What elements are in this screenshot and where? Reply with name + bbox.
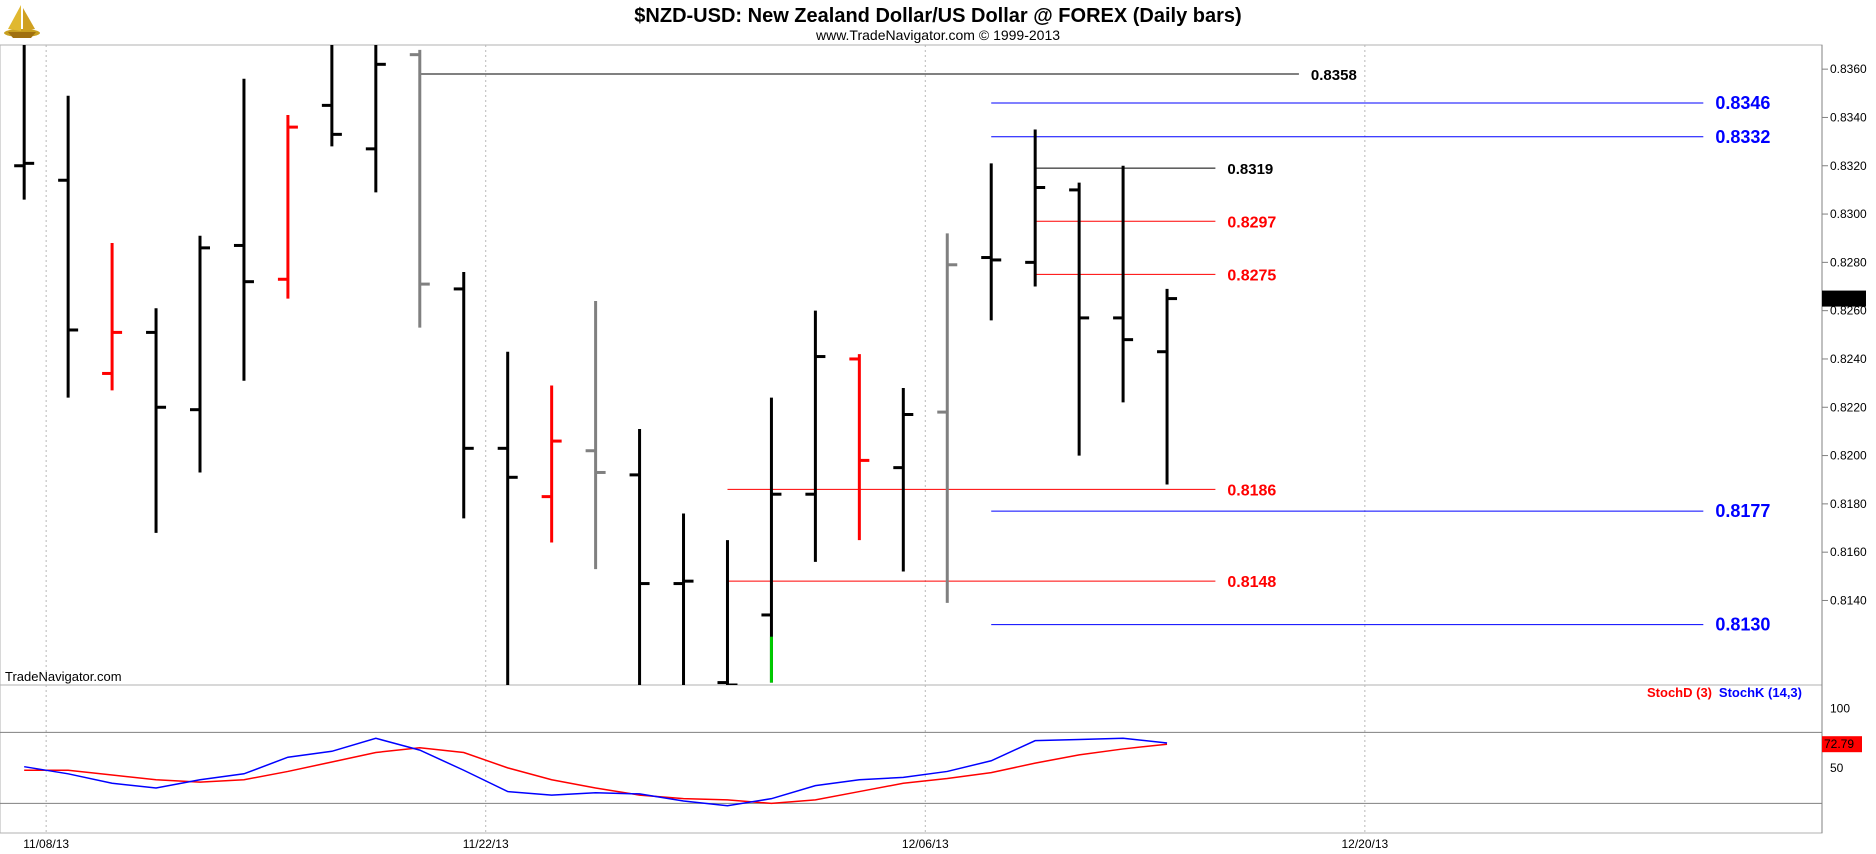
stoch-last-box	[1822, 736, 1862, 753]
y-tick-label: 0.8240	[1830, 352, 1867, 366]
level-label: 0.8297	[1227, 214, 1276, 231]
y-tick-label: 0.8200	[1830, 449, 1867, 463]
price-axis: 0.83600.83400.83200.83000.82800.82600.82…	[1822, 62, 1867, 775]
ohlc-bar	[1069, 182, 1090, 456]
ohlc-bar	[1113, 165, 1134, 403]
chart-title: $NZD-USD: New Zealand Dollar/US Dollar @…	[634, 5, 1241, 27]
y-tick-label: 0.8360	[1830, 62, 1867, 76]
y-tick-label: 0.8320	[1830, 159, 1867, 173]
ohlc-bar	[937, 233, 958, 603]
ohlc-bar	[1025, 129, 1046, 287]
ohlc-bar	[629, 429, 650, 685]
level-label: 0.8148	[1227, 574, 1276, 591]
chart-subtitle: www.TradeNavigator.com © 1999-2013	[815, 27, 1060, 43]
legend-stochd: StochD (3)	[1647, 685, 1712, 700]
ohlc-bar	[541, 385, 562, 543]
ohlc-bar	[761, 397, 782, 683]
y-tick-label: 0.8160	[1830, 545, 1867, 559]
ohlc-bar	[277, 115, 298, 299]
logo	[4, 5, 40, 38]
y-tick-label: 0.8260	[1830, 304, 1867, 318]
ohlc-bar	[453, 272, 474, 519]
stoch-last-label: 72.79	[1824, 737, 1854, 751]
ohlc-bar	[14, 45, 35, 200]
x-tick-label: 12/06/13	[902, 837, 949, 851]
ohlc-bar	[673, 513, 694, 685]
legend-stochk: StochK (14,3)	[1719, 685, 1802, 700]
x-tick-label: 12/20/13	[1341, 837, 1388, 851]
price-panel	[0, 44, 1823, 686]
ohlc-bars	[14, 45, 1178, 685]
ohlc-bar	[409, 49, 430, 328]
date-axis: 11/08/13 11/22/13 12/06/13 12/20/13	[23, 837, 1388, 851]
y-tick-label: 0.8220	[1830, 400, 1867, 414]
level-label: 0.8186	[1227, 482, 1276, 499]
last-price-box	[1822, 290, 1866, 307]
ohlc-bar	[190, 235, 211, 473]
ohlc-bar	[1157, 288, 1178, 485]
ohlc-bar	[893, 387, 914, 572]
ohlc-bar	[365, 45, 386, 193]
y-tick-label: 0.8340	[1830, 110, 1867, 124]
ohlc-bar	[233, 78, 254, 381]
ohlc-bar	[497, 351, 518, 685]
vertical-grid	[45, 45, 1366, 833]
ohlc-bar	[102, 243, 123, 391]
ohlc-bar	[717, 540, 738, 685]
level-label: 0.8319	[1227, 161, 1273, 178]
x-tick-label: 11/08/13	[23, 837, 69, 851]
ohlc-bar	[321, 45, 342, 147]
level-label: 0.8130	[1715, 615, 1770, 635]
level-label: 0.8346	[1715, 93, 1770, 113]
y-tick-label: 0.8300	[1830, 207, 1867, 221]
y-tick-label: 0.8180	[1830, 497, 1867, 511]
stoch-series-line	[24, 743, 1168, 805]
ohlc-bar	[58, 95, 79, 398]
last-price-label: 0.8265	[1824, 292, 1861, 306]
level-label: 0.8332	[1715, 127, 1770, 147]
ohlc-bar	[849, 354, 870, 541]
ohlc-bar	[146, 308, 167, 533]
last-price-marker: 0.8265	[1822, 290, 1866, 307]
ohlc-bar	[585, 301, 606, 570]
stoch-tick-label: 100	[1830, 702, 1850, 716]
y-tick-label: 0.8280	[1830, 255, 1867, 269]
stochastic-indicator: 72.79	[0, 731, 1862, 807]
level-label: 0.8358	[1311, 67, 1357, 84]
y-tick-label: 0.8140	[1830, 593, 1867, 607]
indicator-legend: StochD (3) StochK (14,3)	[1647, 685, 1802, 700]
stoch-tick-label: 50	[1830, 761, 1844, 775]
level-label: 0.8177	[1715, 501, 1770, 521]
price-levels: 0.8358 0.8346 0.8332 0.8319 0.8297 0.8275 0.81…	[419, 67, 1770, 635]
stoch-series-line	[24, 737, 1168, 807]
ohlc-bar	[805, 310, 826, 562]
level-label: 0.8275	[1227, 267, 1276, 284]
ohlc-bar	[981, 163, 1002, 321]
watermark: TradeNavigator.com	[5, 669, 122, 684]
indicator-panel	[0, 684, 1823, 834]
sailing-ship-icon	[4, 5, 40, 38]
x-tick-label: 11/22/13	[463, 837, 509, 851]
